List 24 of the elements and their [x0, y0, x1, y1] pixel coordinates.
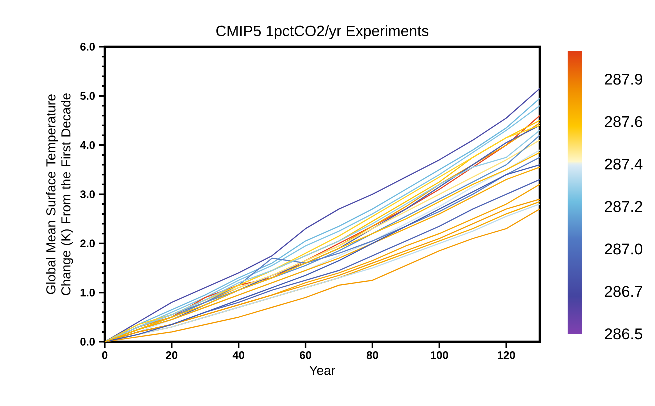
color-bar-label: 286.5	[605, 328, 642, 340]
x-tick-label: 100	[431, 352, 448, 360]
x-tick-label: 0	[102, 352, 108, 360]
y-tick-label: 3.0	[80, 190, 96, 198]
x-tick-label: 40	[232, 352, 245, 360]
x-tick-label: 20	[166, 352, 178, 360]
y-tick-label: 4.0	[80, 141, 96, 150]
color-bar-label: 287.6	[605, 116, 642, 128]
y-tick-label: 2.0	[80, 240, 96, 248]
x-tick-label: 60	[300, 352, 312, 360]
chart-title: CMIP5 1pctCO2/yr Experiments	[216, 25, 429, 40]
x-axis-title: Year	[310, 366, 336, 376]
color-bar-label: 286.7	[605, 286, 642, 298]
x-tick-label: 80	[366, 352, 378, 360]
x-tick-label: 120	[498, 352, 516, 360]
y-tick-label: 6.0	[80, 43, 96, 51]
color-bar-label: 287.0	[605, 244, 643, 255]
color-bar-label: 287.9	[605, 74, 642, 85]
y-tick-label: 1.0	[80, 288, 96, 297]
y-tick-label: 0.0	[80, 338, 96, 346]
color-bar-label: 287.4	[605, 158, 643, 170]
y-tick-label: 5.0	[80, 92, 96, 100]
color-bar-label: 287.2	[605, 201, 642, 212]
y-axis-title: Global Mean Surface Temperature Change (K) From the First Decade	[46, 94, 74, 296]
